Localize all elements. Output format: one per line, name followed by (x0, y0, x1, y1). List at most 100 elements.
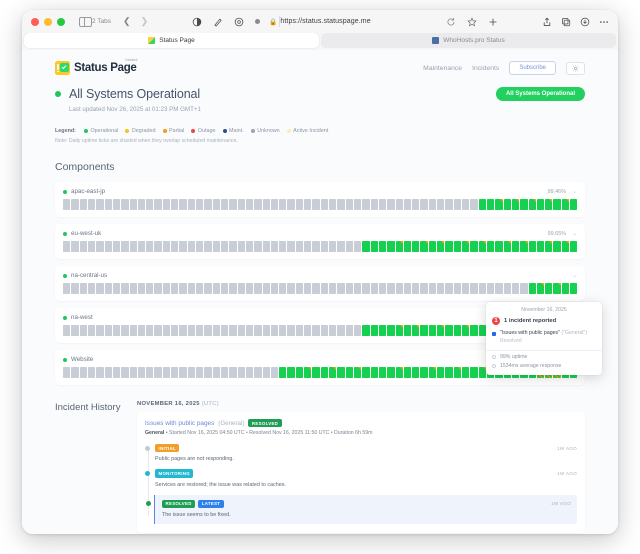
uptime-tick[interactable] (453, 283, 461, 294)
uptime-tick[interactable] (420, 325, 428, 336)
uptime-tick[interactable] (279, 325, 287, 336)
uptime-tick[interactable] (495, 199, 503, 210)
uptime-tick[interactable] (204, 325, 212, 336)
uptime-tick[interactable] (345, 325, 353, 336)
uptime-tick[interactable] (445, 283, 453, 294)
uptime-tick[interactable] (545, 283, 553, 294)
uptime-tick[interactable] (63, 241, 71, 252)
uptime-tick[interactable] (96, 283, 104, 294)
uptime-tick[interactable] (204, 241, 212, 252)
uptime-tick[interactable] (295, 241, 304, 252)
uptime-tick[interactable] (270, 367, 279, 378)
uptime-tick[interactable] (79, 283, 87, 294)
uptime-tick[interactable] (287, 367, 295, 378)
uptime-tick[interactable] (445, 199, 453, 210)
window-controls[interactable] (31, 17, 65, 26)
component-card[interactable]: apac-east-jp 99.46% ⌄ (55, 182, 585, 217)
uptime-tick[interactable] (137, 241, 146, 252)
address-bar-actions[interactable] (446, 16, 498, 27)
uptime-tick[interactable] (362, 199, 370, 210)
uptime-tick[interactable] (412, 367, 420, 378)
uptime-tick[interactable] (478, 199, 486, 210)
uptime-tick[interactable] (478, 241, 486, 252)
uptime-tick[interactable] (179, 199, 187, 210)
uptime-tick[interactable] (561, 241, 570, 252)
uptime-tick[interactable] (229, 325, 237, 336)
reader-contrast-icon[interactable] (192, 17, 202, 27)
uptime-tick[interactable] (270, 241, 279, 252)
uptime-tick[interactable] (528, 241, 536, 252)
uptime-tick[interactable] (545, 241, 553, 252)
uptime-tick[interactable] (453, 199, 461, 210)
downloads-icon[interactable] (580, 17, 590, 27)
uptime-tick[interactable] (486, 241, 495, 252)
uptime-tick[interactable] (453, 367, 461, 378)
uptime-tick[interactable] (387, 241, 395, 252)
uptime-tick[interactable] (171, 325, 179, 336)
uptime-tick[interactable] (212, 199, 220, 210)
uptime-tick[interactable] (378, 367, 387, 378)
uptime-tick[interactable] (71, 241, 79, 252)
uptime-tick[interactable] (112, 241, 121, 252)
uptime-tick[interactable] (320, 199, 328, 210)
uptime-tick-bar[interactable] (63, 199, 578, 210)
uptime-tick[interactable] (220, 199, 229, 210)
uptime-tick[interactable] (345, 241, 353, 252)
tab-strip[interactable]: Status Page WhoHosts.pro Status (22, 33, 618, 50)
uptime-tick[interactable] (171, 367, 179, 378)
uptime-tick[interactable] (96, 199, 104, 210)
uptime-tick[interactable] (478, 325, 486, 336)
uptime-tick[interactable] (154, 241, 162, 252)
uptime-tick[interactable] (154, 199, 162, 210)
uptime-tick[interactable] (561, 199, 570, 210)
uptime-tick[interactable] (420, 367, 428, 378)
uptime-tick[interactable] (511, 283, 520, 294)
uptime-tick[interactable] (162, 199, 171, 210)
uptime-tick[interactable] (187, 325, 195, 336)
uptime-tick[interactable] (295, 325, 304, 336)
uptime-tick[interactable] (462, 367, 470, 378)
uptime-tick[interactable] (395, 325, 403, 336)
uptime-tick[interactable] (428, 283, 437, 294)
close-window-button[interactable] (31, 17, 39, 26)
uptime-tick[interactable] (403, 367, 412, 378)
uptime-tick[interactable] (295, 283, 304, 294)
uptime-tick[interactable] (129, 325, 137, 336)
uptime-tick[interactable] (104, 283, 112, 294)
uptime-tick[interactable] (154, 367, 162, 378)
uptime-tick[interactable] (403, 325, 412, 336)
uptime-tick[interactable] (528, 283, 536, 294)
uptime-tick[interactable] (112, 367, 121, 378)
uptime-tick[interactable] (171, 241, 179, 252)
uptime-tick[interactable] (295, 199, 304, 210)
uptime-tick[interactable] (270, 199, 279, 210)
toolbar-extensions[interactable] (192, 16, 281, 27)
site-logo[interactable]: Status Page hosted (55, 58, 137, 75)
uptime-tick[interactable] (536, 241, 545, 252)
chevron-down-icon[interactable]: ⌄ (571, 273, 577, 279)
nav-link-maintenance[interactable]: Maintenance (423, 64, 463, 72)
uptime-tick[interactable] (162, 367, 171, 378)
back-icon[interactable]: ❮ (123, 16, 131, 26)
settings-button[interactable] (566, 61, 585, 75)
uptime-tick[interactable] (279, 283, 287, 294)
uptime-tick[interactable] (220, 241, 229, 252)
uptime-tick[interactable] (553, 199, 561, 210)
uptime-tick[interactable] (121, 283, 129, 294)
uptime-tick[interactable] (337, 241, 345, 252)
uptime-tick[interactable] (329, 199, 337, 210)
writing-tools-icon[interactable] (213, 17, 223, 27)
uptime-tick[interactable] (370, 325, 378, 336)
uptime-tick[interactable] (329, 367, 337, 378)
uptime-tick[interactable] (129, 199, 137, 210)
uptime-tick[interactable] (403, 241, 412, 252)
uptime-tick[interactable] (87, 199, 96, 210)
uptime-tick[interactable] (212, 283, 220, 294)
uptime-tick[interactable] (495, 283, 503, 294)
uptime-tick[interactable] (254, 241, 262, 252)
uptime-tick[interactable] (470, 325, 478, 336)
browser-tab-whohosts[interactable]: WhoHosts.pro Status (321, 33, 616, 48)
uptime-tick[interactable] (104, 367, 112, 378)
uptime-tick[interactable] (71, 283, 79, 294)
uptime-tick[interactable] (462, 283, 470, 294)
